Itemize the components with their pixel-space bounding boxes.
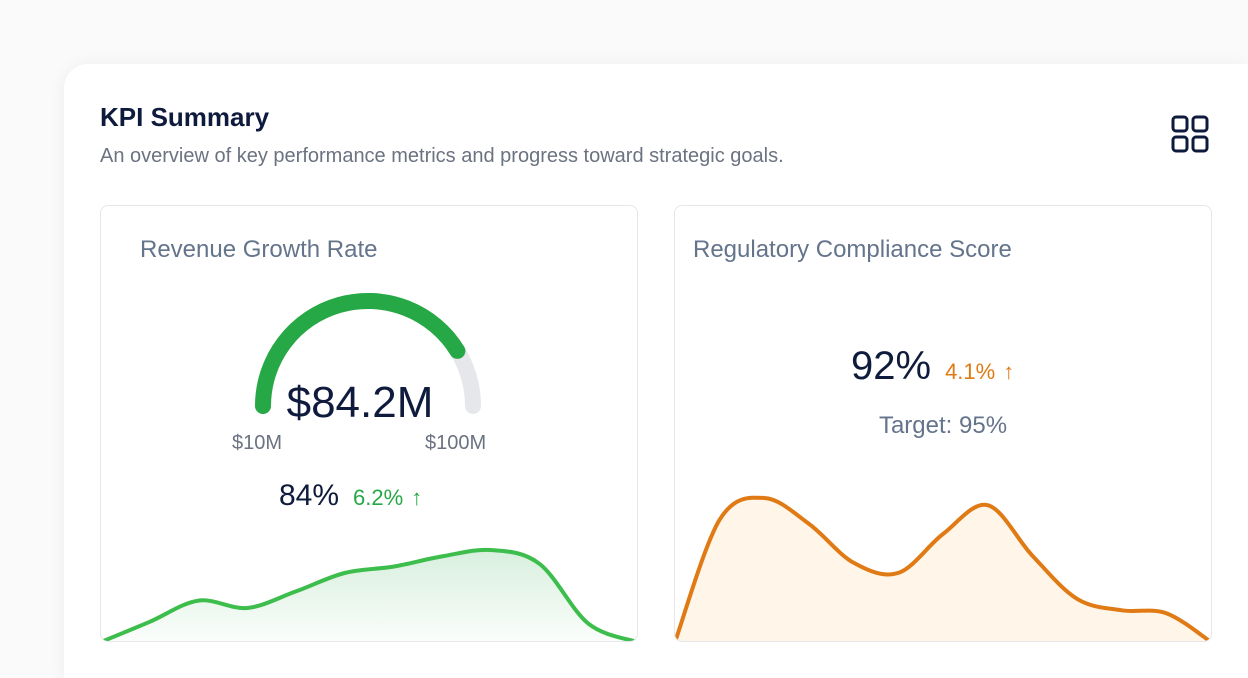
- revenue-sparkline: [101, 547, 637, 641]
- revenue-sparkline-area: [103, 549, 634, 641]
- compliance-delta: 4.1%: [945, 359, 996, 384]
- compliance-sparkline-area: [675, 497, 1210, 641]
- compliance-target: Target: 95%: [878, 412, 1008, 439]
- gauge-min-label: $10M: [232, 432, 283, 454]
- revenue-value: $84.2M: [286, 378, 434, 427]
- page-title: KPI Summary: [100, 102, 270, 132]
- gauge-fill: [255, 293, 466, 414]
- revenue-metric-row: 84% 6.2% ↑: [279, 479, 422, 513]
- kpi-summary-panel: KPI Summary An overview of key performan…: [64, 64, 1248, 678]
- page-subtitle: An overview of key performance metrics a…: [100, 145, 784, 167]
- revenue-sparkline-line: [101, 547, 637, 641]
- revenue-delta: 6.2%: [353, 485, 404, 510]
- compliance-sparkline-line: [675, 495, 1211, 641]
- compliance-value: 92%: [851, 344, 932, 388]
- revenue-percent: 84%: [279, 479, 340, 512]
- compliance-sparkline: [675, 495, 1211, 641]
- arrow-up-icon: ↑: [1003, 359, 1015, 384]
- compliance-score-card: Regulatory Compliance Score 92% 4.1% ↑ T…: [674, 205, 1212, 642]
- revenue-card-title: Revenue Growth Rate: [140, 236, 378, 263]
- compliance-metric-row: 92% 4.1% ↑: [851, 344, 1014, 389]
- gauge-max-label: $100M: [425, 432, 487, 454]
- revenue-growth-card: Revenue Growth Rate $84.2M $10M $100M 84…: [100, 205, 638, 642]
- compliance-card-title: Regulatory Compliance Score: [693, 236, 1012, 263]
- arrow-up-icon: ↑: [411, 485, 423, 510]
- grid-icon[interactable]: [1170, 114, 1210, 154]
- revenue-gauge: [255, 293, 481, 414]
